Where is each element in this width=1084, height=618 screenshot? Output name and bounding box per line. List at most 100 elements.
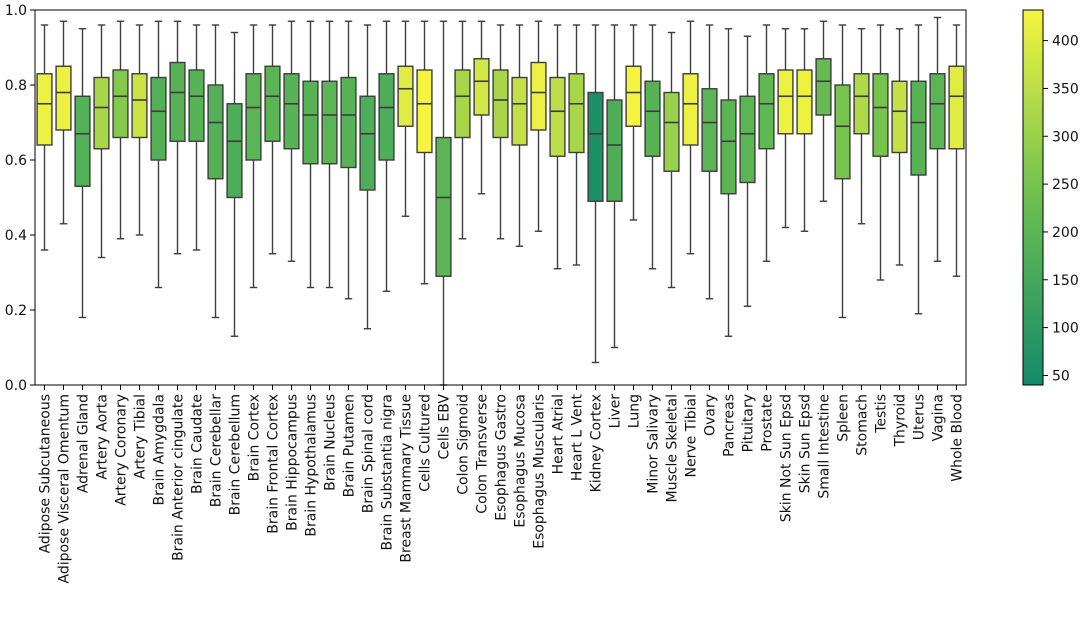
y-tick-label: 0.6: [5, 153, 27, 169]
x-tick-label: Brain Frontal Cortex: [266, 394, 282, 534]
box-42: [815, 20, 832, 202]
box-24: [473, 20, 490, 195]
x-axis-labels: Adipose Subcutaneous Adipose Visceral Ome…: [38, 385, 966, 584]
box-body: [321, 80, 338, 165]
box-39: [758, 24, 775, 262]
x-tick-label: Esophagus Muscularis: [532, 394, 548, 549]
box-6: [131, 24, 148, 236]
box-body: [549, 76, 566, 157]
box-37: [720, 28, 737, 337]
box-7: [150, 20, 167, 289]
x-tick-label: Cells EBV: [437, 394, 453, 460]
box-body: [891, 80, 908, 154]
x-tick-label: Brain Hippocampus: [285, 394, 301, 531]
box-body: [378, 73, 395, 161]
colorbar-tick-label: 300: [1052, 129, 1079, 145]
x-tick-label: Brain Amygdala: [152, 394, 168, 505]
x-tick-label: Colon Sigmoid: [456, 394, 472, 495]
colorbar: 50 100 150 200 250 300 350 400: [1022, 9, 1079, 386]
x-tick-label: Artery Coronary: [114, 394, 130, 506]
x-tick-label: Uterus: [912, 394, 928, 440]
box-1: [36, 24, 53, 251]
x-tick-label: Nerve Tibial: [684, 394, 700, 477]
box-body: [74, 95, 91, 187]
x-tick-label: Brain Hypothalamus: [304, 394, 320, 537]
x-tick-label: Brain Putamen: [342, 394, 358, 497]
box-8: [169, 20, 186, 255]
box-12: [245, 24, 262, 289]
x-tick-label: Liver: [608, 394, 624, 429]
x-tick-label: Small Intestine: [817, 394, 833, 499]
box-body: [302, 80, 319, 165]
box-40: [777, 28, 794, 229]
x-tick-label: Heart Atrial: [551, 394, 567, 474]
box-body: [473, 58, 490, 116]
x-tick-label: Thyroid: [893, 394, 909, 448]
box-body: [150, 76, 167, 161]
x-tick-label: Esophagus Mucosa: [513, 394, 529, 528]
colorbar-tick-label: 350: [1052, 81, 1079, 97]
box-23: [454, 20, 471, 240]
box-46: [891, 28, 908, 266]
box-3: [74, 28, 91, 319]
box-body: [435, 136, 452, 277]
x-tick-label: Stomach: [855, 394, 871, 456]
x-tick-label: Spleen: [836, 394, 852, 442]
x-tick-label: Pituitary: [741, 394, 757, 452]
x-tick-label: Brain Cerebellar: [209, 394, 225, 507]
box-body: [815, 58, 832, 116]
box-26: [511, 24, 528, 247]
box-15: [302, 20, 319, 289]
box-33: [644, 24, 661, 270]
x-tick-label: Ovary: [703, 394, 719, 436]
colorbar-ticks: 50 100 150 200 250 300 350 400: [1043, 34, 1079, 384]
box-body: [511, 76, 528, 146]
x-tick-label: Artery Tibial: [133, 394, 149, 479]
box-47: [910, 24, 927, 315]
x-tick-label: Lung: [627, 394, 643, 428]
x-tick-label: Esophagus Gastro: [494, 394, 510, 521]
x-tick-label: Skin Not Sun Epsd: [779, 394, 795, 522]
box-body: [834, 84, 851, 180]
box-body: [207, 84, 224, 180]
x-tick-label: Minor Salivary: [646, 394, 662, 494]
box-body: [872, 73, 889, 157]
box-body: [492, 69, 509, 139]
box-28: [549, 24, 566, 270]
box-body: [625, 65, 642, 127]
box-49: [948, 24, 965, 277]
x-tick-label: Muscle Skeletal: [665, 394, 681, 502]
box-body: [188, 69, 205, 142]
box-body: [112, 69, 129, 139]
x-tick-label: Brain Cerebellum: [228, 394, 244, 515]
x-tick-label: Adrenal Gland: [76, 394, 92, 493]
box-21: [416, 20, 433, 285]
y-axis: 0.0 0.2 0.4 0.6 0.8 1.0: [5, 3, 35, 394]
box-body: [739, 95, 756, 184]
box-body: [359, 95, 376, 191]
box-body: [663, 91, 680, 172]
colorbar-tick-label: 100: [1052, 321, 1079, 337]
box-30: [587, 24, 604, 364]
y-tick-label: 0.4: [5, 228, 27, 244]
box-25: [492, 24, 509, 240]
box-body: [720, 99, 737, 195]
box-31: [606, 24, 623, 349]
box-body: [644, 80, 661, 157]
box-body: [55, 65, 72, 131]
box-body: [36, 73, 53, 146]
box-body: [454, 69, 471, 139]
box-43: [834, 24, 851, 319]
box-48: [929, 16, 946, 262]
box-38: [739, 35, 756, 307]
boxes-group: [36, 16, 965, 386]
box-body: [758, 73, 775, 150]
box-11: [226, 31, 243, 337]
box-13: [264, 24, 281, 255]
box-body: [416, 69, 433, 154]
box-41: [796, 28, 813, 232]
x-tick-label: Brain Substantia nigra: [380, 394, 396, 550]
box-body: [948, 65, 965, 150]
x-tick-label: Brain Caudate: [190, 394, 206, 494]
box-4: [93, 24, 110, 259]
